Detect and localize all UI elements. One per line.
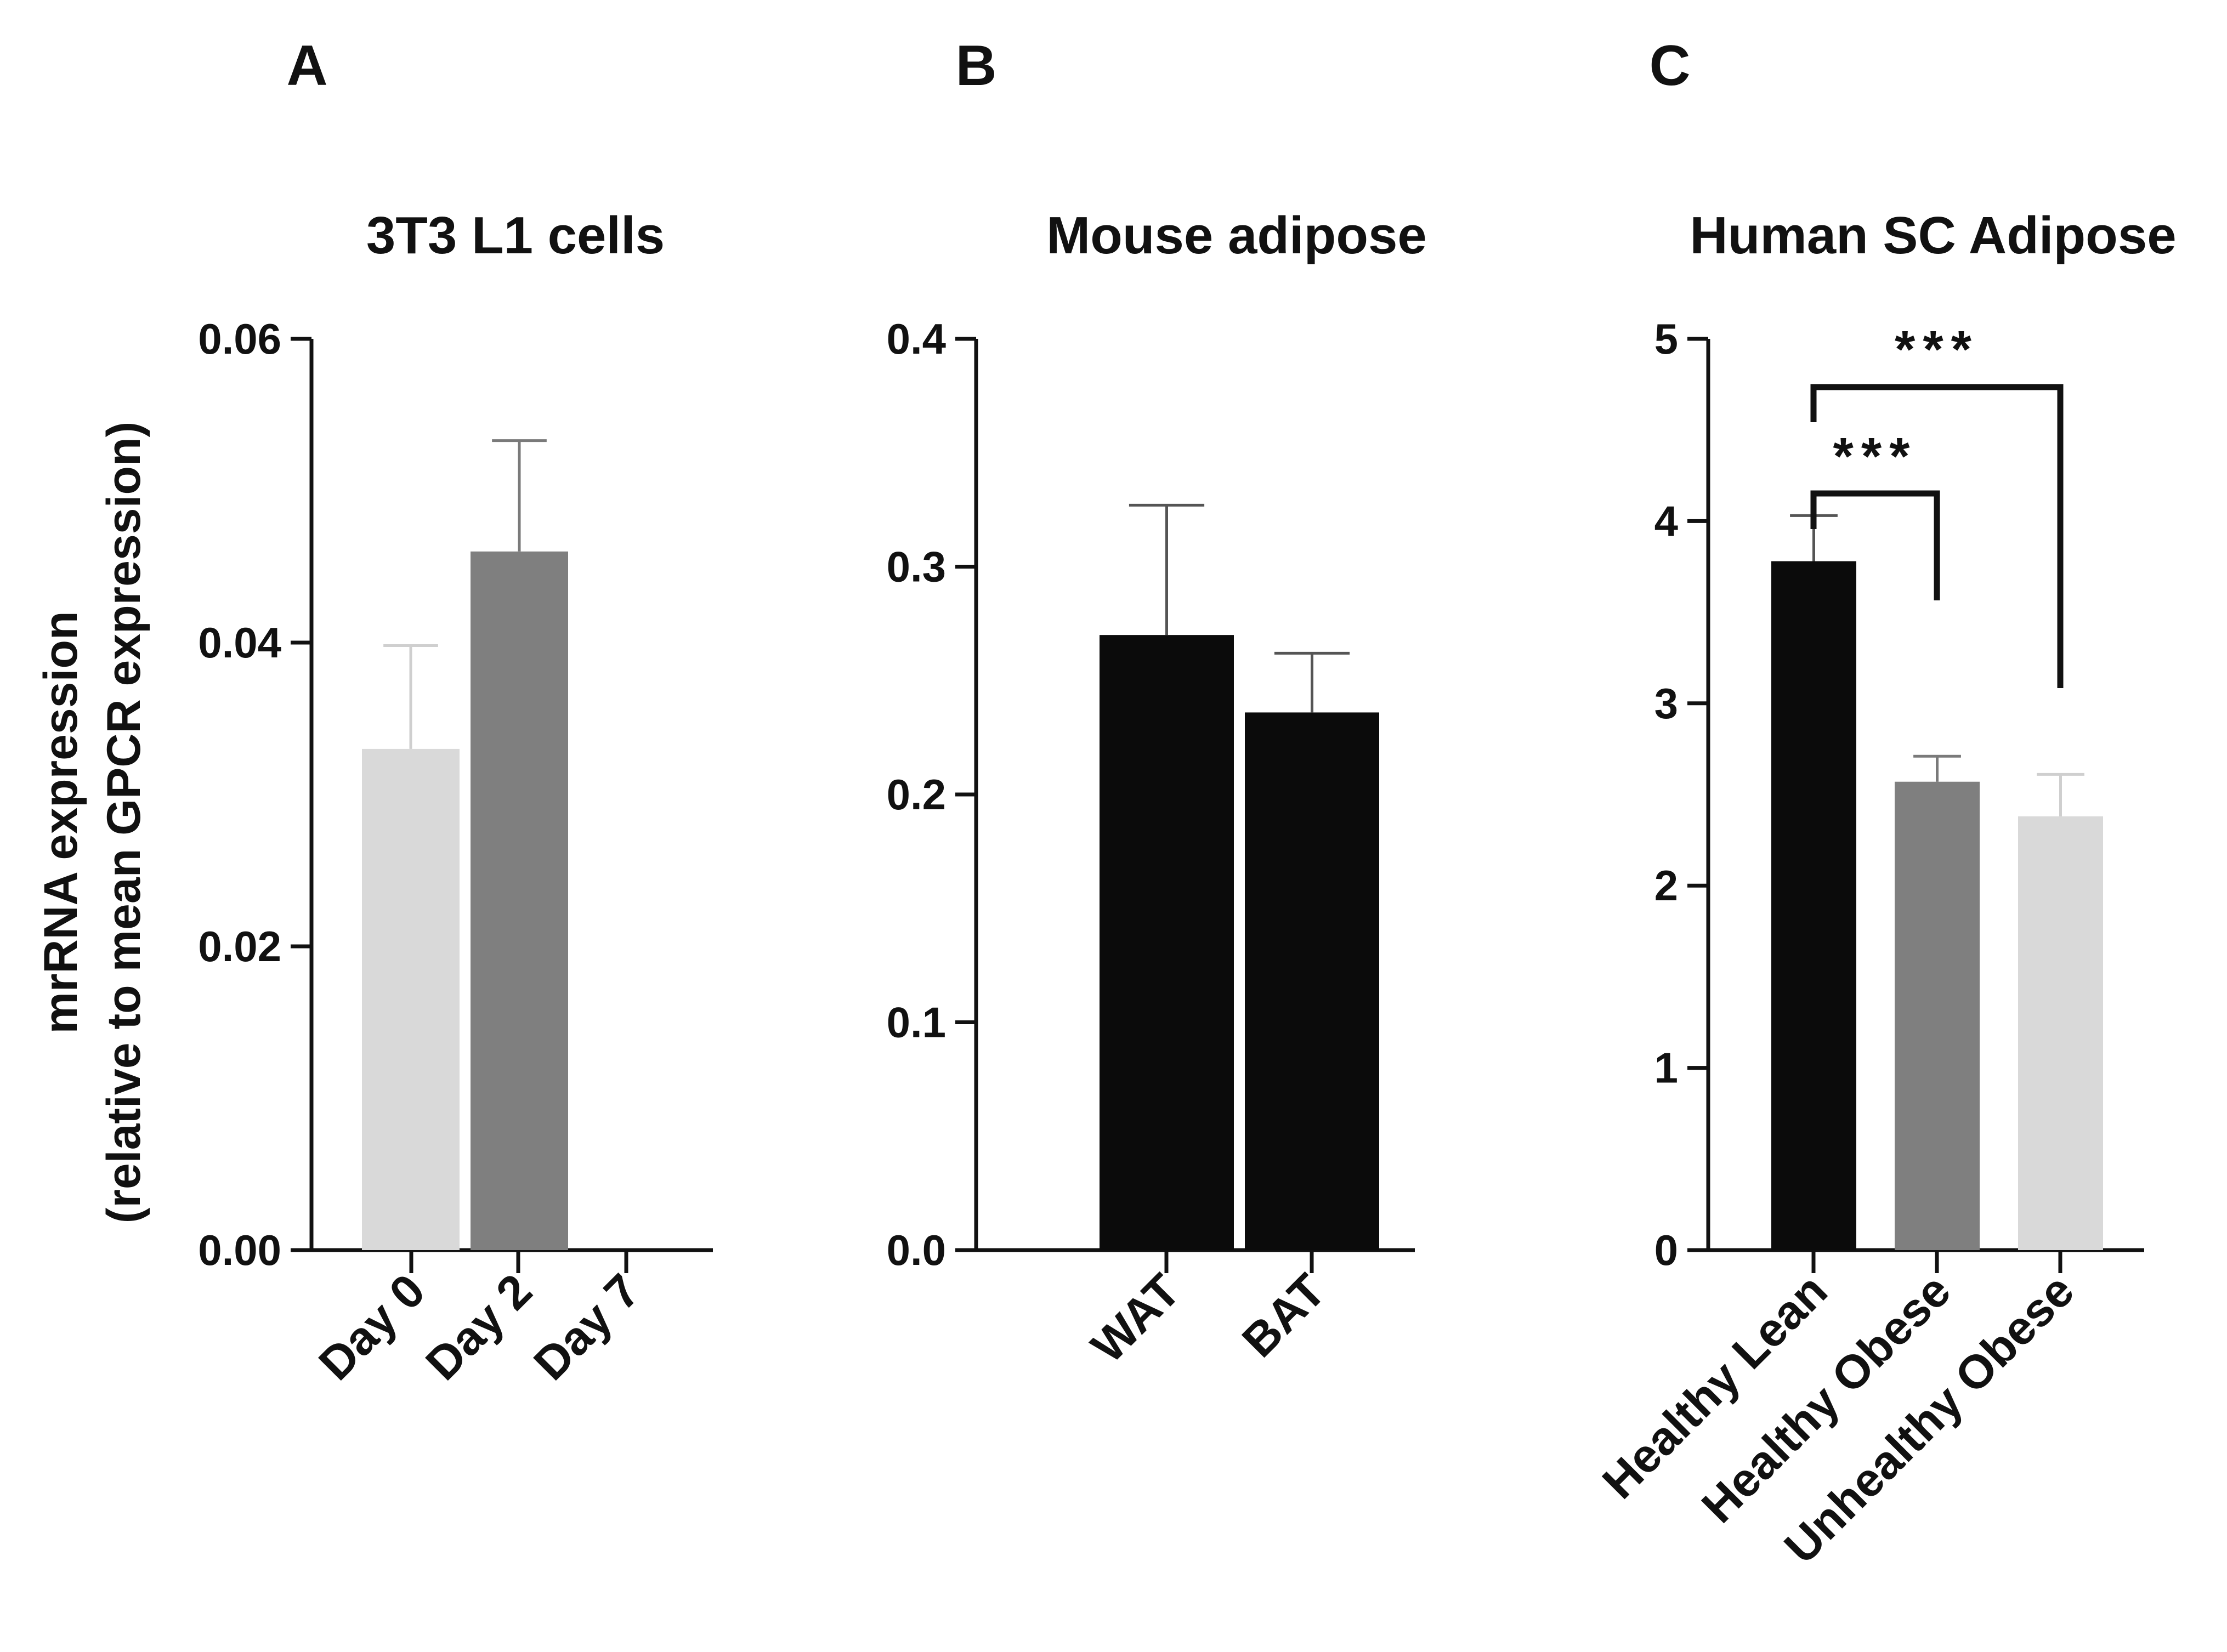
y-axis-label-line2: (relative to mean GPCR expression) [98,422,150,1223]
y-tick-label-b: 0.0 [887,1226,946,1274]
bar-c [2018,816,2103,1250]
y-tick-label-c: 3 [1654,679,1678,728]
bar-a [362,748,460,1250]
significance-label-c: *** [1895,320,1979,379]
bar-c [1895,781,1980,1250]
y-tick-label-b: 0.1 [887,998,946,1047]
chart-title-b: Mouse adipose [1046,206,1426,265]
y-tick-label-c: 0 [1654,1226,1678,1274]
y-tick-label-c: 4 [1654,497,1678,545]
bar-b [1245,712,1379,1250]
x-tick-label-b: WAT [1081,1264,1190,1373]
y-tick-label-c: 2 [1654,861,1678,910]
panel-letter-a: A [286,34,327,98]
x-tick-label-a: Day 0 [309,1264,435,1390]
y-tick-label-a: 0.06 [198,315,281,363]
y-tick-label-b: 0.4 [887,315,946,363]
y-tick-label-a: 0.04 [198,618,281,667]
bar-a [471,551,568,1250]
y-tick-label-c: 5 [1654,315,1678,363]
chart-title-a: 3T3 L1 cells [366,206,665,265]
chart-title-c: Human SC Adipose [1690,206,2176,265]
significance-label-c: *** [1833,427,1917,486]
x-tick-label-a: Day 7 [524,1264,650,1390]
x-tick-label-a: Day 2 [416,1264,542,1390]
bar-b [1100,635,1234,1250]
y-tick-label-b: 0.3 [887,543,946,591]
panel-letter-c: C [1649,34,1690,98]
bar-c [1771,561,1856,1250]
x-tick-label-b: BAT [1232,1264,1335,1367]
y-tick-label-b: 0.2 [887,770,946,819]
y-axis-label: mrRNA expression (relative to mean GPCR … [35,422,150,1223]
panel-letter-b: B [955,34,996,98]
significance-bracket-c [1810,490,1940,600]
y-tick-label-a: 0.00 [198,1226,281,1274]
y-tick-label-c: 1 [1654,1044,1678,1092]
significance-bracket-c [1810,384,2064,688]
y-tick-label-a: 0.02 [198,922,281,970]
y-axis-label-line1: mrRNA expression [35,611,87,1034]
panel-b: B Mouse adipose 0.0 0.1 0.2 0.3 0.4 WAT BAT [887,34,1427,1373]
